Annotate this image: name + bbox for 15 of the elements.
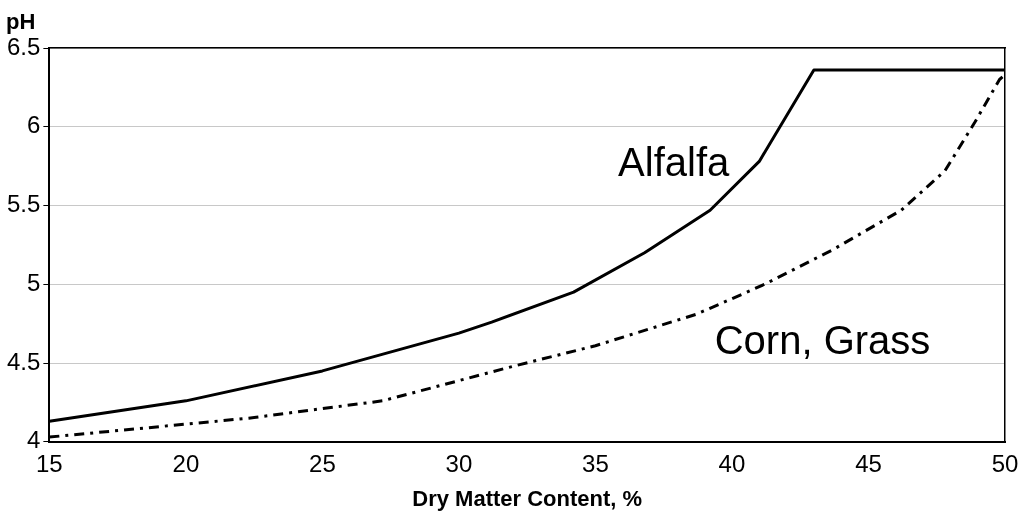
series-label: Alfalfa xyxy=(618,140,731,185)
series-label: Corn, Grass xyxy=(714,318,931,363)
x-axis-title: Dry Matter Content, % xyxy=(412,485,643,511)
y-tick-label: 5.5 xyxy=(6,190,41,218)
x-tick-label: 50 xyxy=(991,449,1019,477)
x-tick-label: 30 xyxy=(445,449,473,477)
x-tick-label: 20 xyxy=(172,449,200,477)
y-tick-label: 5 xyxy=(27,268,41,296)
x-tick-label: 45 xyxy=(855,449,882,477)
x-tick-label: 25 xyxy=(309,449,336,477)
x-tick-label: 40 xyxy=(718,449,746,477)
x-tick-label: 35 xyxy=(582,449,609,477)
y-tick-label: 4.5 xyxy=(6,347,41,375)
y-tick-label: 6 xyxy=(27,111,41,139)
y-axis-title: pH xyxy=(6,9,36,35)
